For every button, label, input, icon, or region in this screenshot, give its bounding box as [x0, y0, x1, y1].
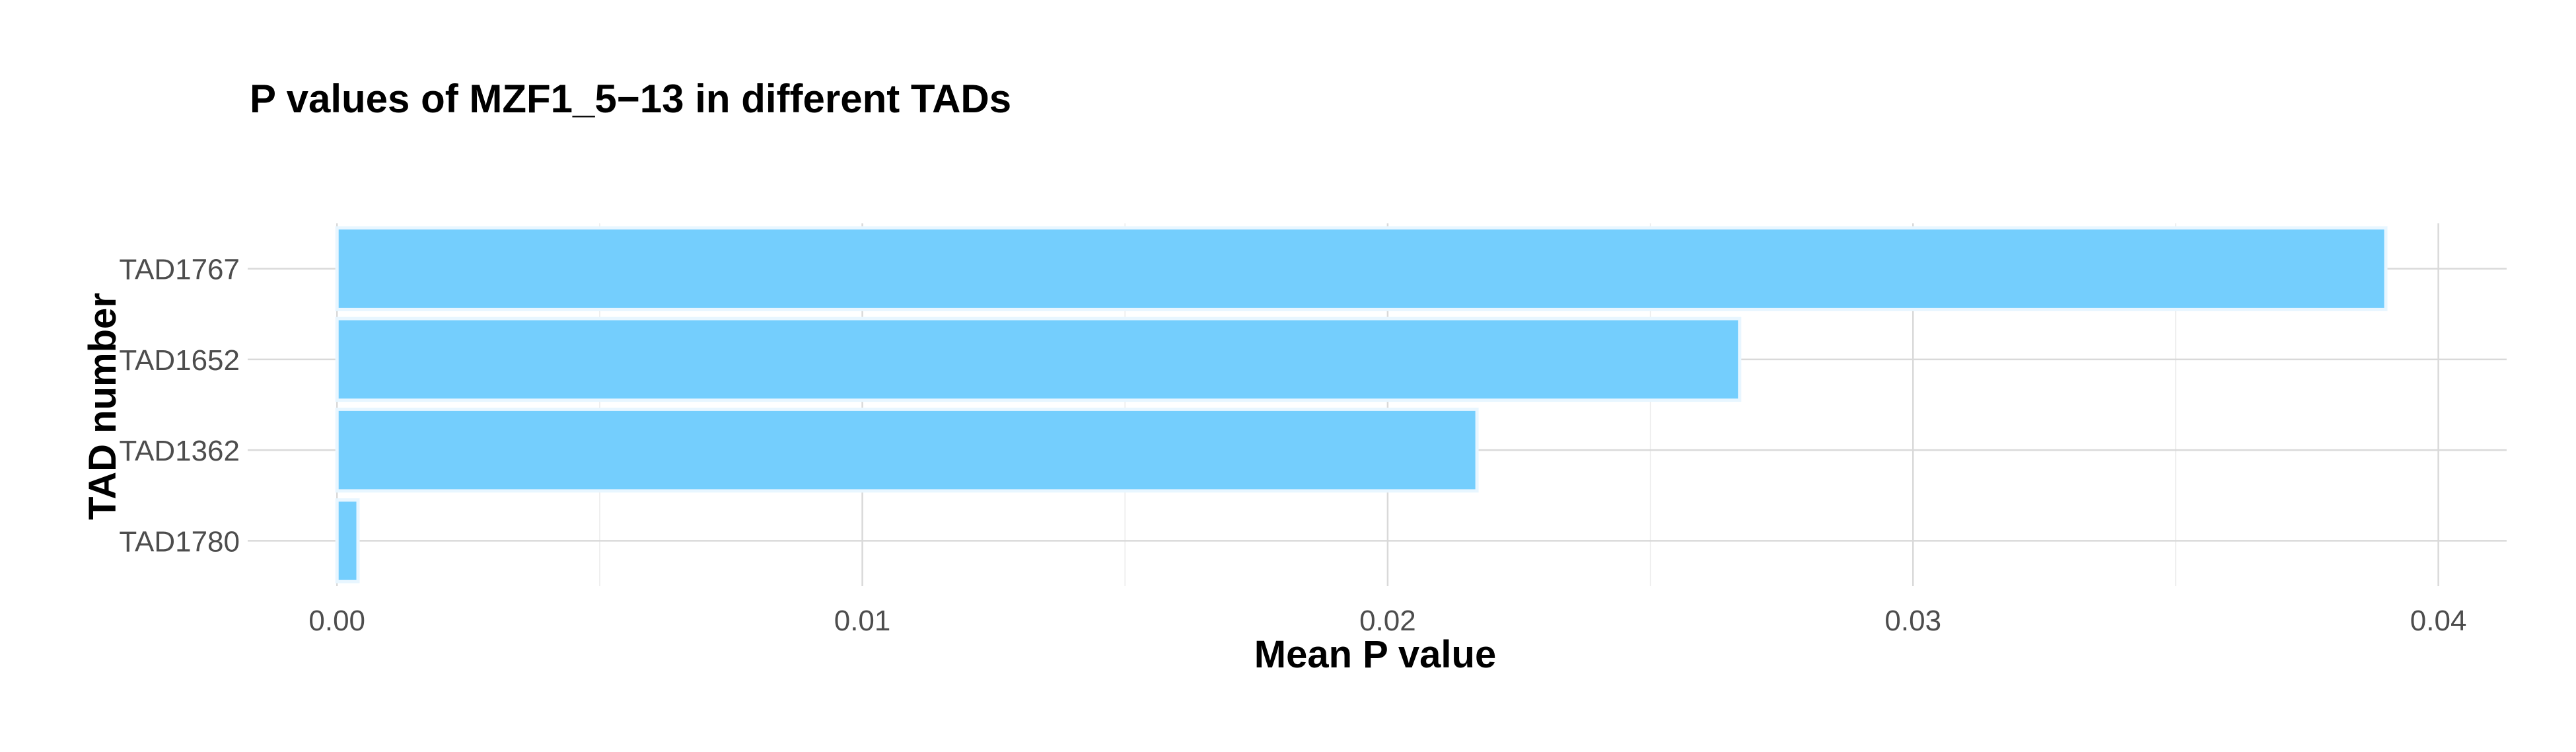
- x-tick-label: 0.03: [1884, 605, 1941, 637]
- y-tick-label: TAD1780: [119, 525, 240, 558]
- x-tick-label: 0.00: [308, 605, 365, 637]
- x-axis-title: Mean P value: [1254, 633, 1496, 676]
- y-axis-ticks: TAD1767 TAD1652 TAD1362 TAD1780: [119, 254, 240, 558]
- y-tick-label: TAD1652: [119, 344, 240, 377]
- x-tick-label: 0.04: [2410, 605, 2467, 637]
- bar: [335, 498, 360, 583]
- bar: [335, 407, 1479, 493]
- y-tick-label: TAD1767: [119, 254, 240, 286]
- bar: [335, 317, 1742, 402]
- y-axis-title: TAD number: [81, 293, 124, 520]
- x-tick-label: 0.02: [1359, 605, 1416, 637]
- y-tick-label: TAD1362: [119, 435, 240, 467]
- bar: [335, 226, 2388, 311]
- x-tick-label: 0.01: [834, 605, 891, 637]
- chart-title: P values of MZF1_5−13 in different TADs: [250, 77, 1011, 121]
- x-axis-ticks: 0.00 0.01 0.02 0.03 0.04: [308, 605, 2466, 637]
- bars: [335, 226, 2388, 583]
